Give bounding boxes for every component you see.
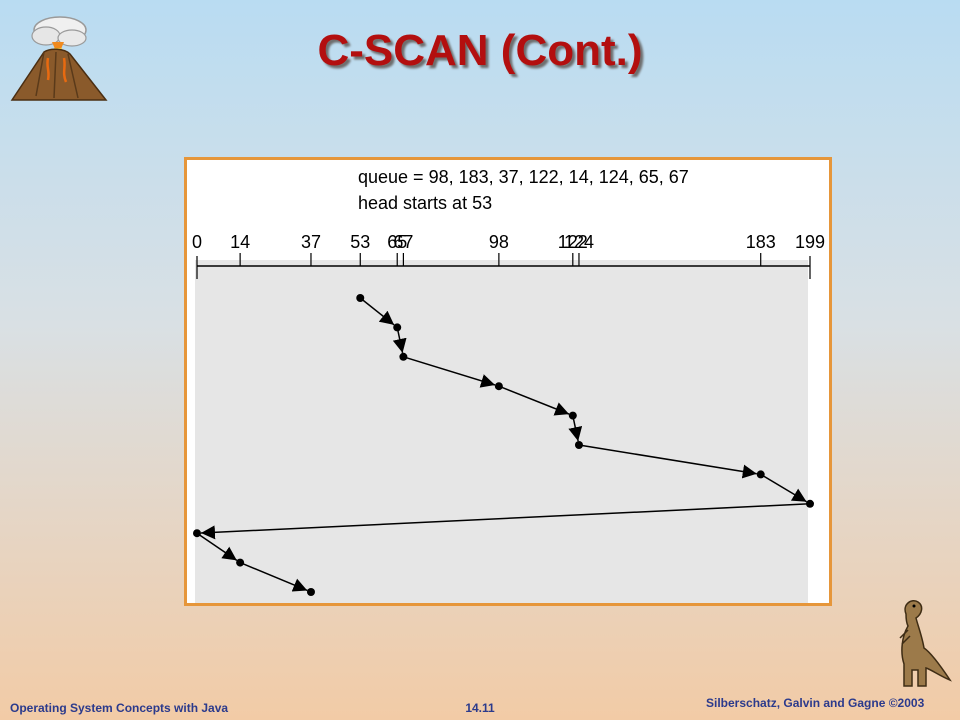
dinosaur-logo [899,600,952,687]
path-arrow [392,327,407,354]
path-arrow [760,473,807,503]
path-arrow [200,503,811,540]
path-arrow [196,532,238,561]
path-arrow [403,356,496,388]
tick-label: 122 [558,232,588,252]
request-point [756,470,765,479]
path-arrow [578,444,757,479]
service-path [193,294,814,596]
tick-label: 183 [746,232,776,252]
footer-authors: Silberschatz, Galvin and Gagne ©2003 [706,696,925,710]
request-point [193,529,201,538]
request-point [806,499,814,508]
request-point [399,352,408,361]
path-arrow [568,415,583,442]
tick-label: 98 [489,232,509,252]
path-arrow [239,561,308,592]
cscan-diagram: queue = 98, 183, 37, 122, 14, 124, 65, 6… [192,167,825,603]
path-arrow [498,385,570,416]
request-point [574,441,583,449]
tick-label: 199 [795,232,825,252]
tick-label: 65 [387,232,407,252]
tick-label: 53 [350,232,370,252]
footer-book-title: Operating System Concepts with Java [10,701,229,715]
footer-slide-number: 14.11 [465,701,495,715]
request-point [306,588,315,596]
cscan-figure: queue = 98, 183, 37, 122, 14, 124, 65, 6… [184,157,832,606]
tick-label: 124 [564,232,594,252]
request-point [494,382,503,391]
volcano-logo [10,16,108,101]
plot-background [195,260,808,603]
request-point [356,294,365,302]
request-point [236,558,245,567]
queue-line: queue = 98, 183, 37, 122, 14, 124, 65, 6… [358,167,689,187]
tick-label: 14 [230,232,250,252]
slide-title: C-SCAN (Cont.) [317,26,643,75]
tick-label: 37 [301,232,321,252]
path-arrow [359,297,395,326]
request-point [393,323,402,332]
request-point [568,411,577,420]
head-start-line: head starts at 53 [358,193,492,213]
tick-label: 0 [192,232,202,252]
tick-label: 67 [393,232,413,252]
